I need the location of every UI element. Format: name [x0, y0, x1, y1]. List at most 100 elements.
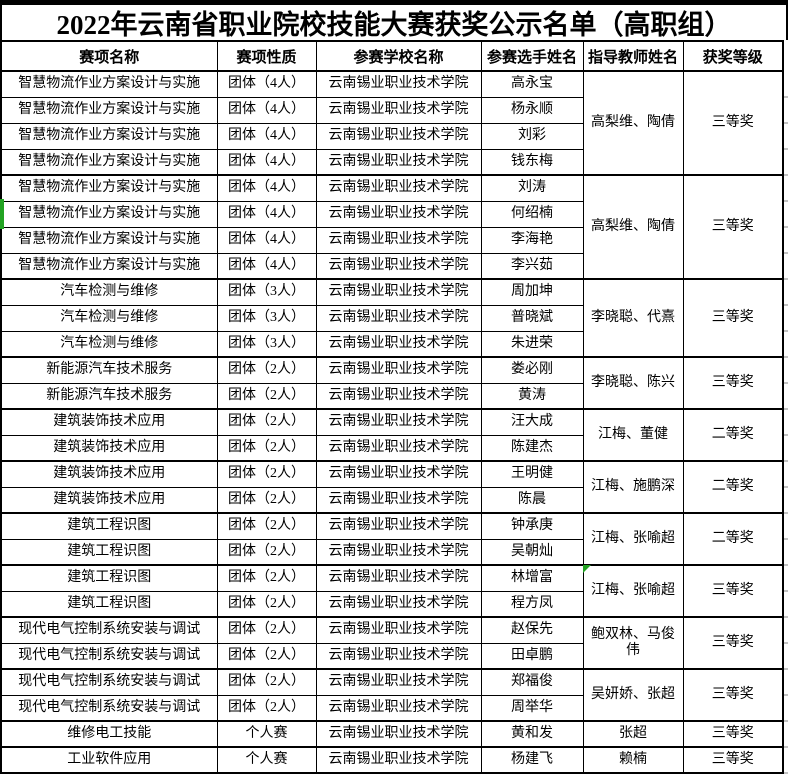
cell-event[interactable]: 新能源汽车技术服务: [0, 356, 218, 384]
cell-school[interactable]: 云南锡业职业技术学院: [315, 330, 482, 358]
cell-school[interactable]: 云南锡业职业技术学院: [315, 96, 482, 124]
cell-player[interactable]: 周举华: [480, 694, 584, 722]
cell-award[interactable]: 二等奖: [682, 512, 784, 566]
cell-event[interactable]: 智慧物流作业方案设计与实施: [0, 70, 218, 98]
cell-nature[interactable]: 团体（4人）: [216, 122, 317, 150]
cell-nature[interactable]: 团体（4人）: [216, 96, 317, 124]
cell-nature[interactable]: 团体（2人）: [216, 356, 317, 384]
cell-event[interactable]: 建筑工程识图: [0, 564, 218, 592]
cell-player[interactable]: 何绍楠: [480, 200, 584, 228]
cell-nature[interactable]: 团体（4人）: [216, 148, 317, 176]
cell-teacher[interactable]: 江梅、张喻超: [582, 512, 684, 566]
cell-nature[interactable]: 团体（2人）: [216, 668, 317, 696]
cell-school[interactable]: 云南锡业职业技术学院: [315, 538, 482, 566]
cell-player[interactable]: 田卓鹏: [480, 642, 584, 670]
cell-player[interactable]: 陈晨: [480, 486, 584, 514]
cell-event[interactable]: 现代电气控制系统安装与调试: [0, 694, 218, 722]
cell-school[interactable]: 云南锡业职业技术学院: [315, 304, 482, 332]
cell-nature[interactable]: 团体（3人）: [216, 278, 317, 306]
cell-school[interactable]: 云南锡业职业技术学院: [315, 122, 482, 150]
cell-event[interactable]: 智慧物流作业方案设计与实施: [0, 226, 218, 254]
cell-nature[interactable]: 个人赛: [216, 720, 317, 748]
col-header-award[interactable]: 获奖等级: [682, 40, 784, 72]
cell-nature[interactable]: 团体（2人）: [216, 694, 317, 722]
cell-award[interactable]: 三等奖: [682, 174, 784, 280]
cell-event[interactable]: 建筑装饰技术应用: [0, 434, 218, 462]
cell-award[interactable]: 三等奖: [682, 720, 784, 748]
cell-event[interactable]: 汽车检测与维修: [0, 330, 218, 358]
cell-school[interactable]: 云南锡业职业技术学院: [315, 174, 482, 202]
cell-player[interactable]: 杨建飞: [480, 746, 584, 774]
cell-nature[interactable]: 团体（2人）: [216, 486, 317, 514]
cell-school[interactable]: 云南锡业职业技术学院: [315, 382, 482, 410]
cell-school[interactable]: 云南锡业职业技术学院: [315, 278, 482, 306]
cell-nature[interactable]: 团体（2人）: [216, 382, 317, 410]
cell-event[interactable]: 新能源汽车技术服务: [0, 382, 218, 410]
cell-player[interactable]: 汪大成: [480, 408, 584, 436]
cell-nature[interactable]: 团体（2人）: [216, 434, 317, 462]
cell-player[interactable]: 娄必刚: [480, 356, 584, 384]
cell-event[interactable]: 工业软件应用: [0, 746, 218, 774]
cell-award[interactable]: 三等奖: [682, 564, 784, 618]
cell-player[interactable]: 朱进荣: [480, 330, 584, 358]
cell-school[interactable]: 云南锡业职业技术学院: [315, 252, 482, 280]
cell-event[interactable]: 智慧物流作业方案设计与实施: [0, 96, 218, 124]
cell-nature[interactable]: 团体（2人）: [216, 408, 317, 436]
cell-award[interactable]: 二等奖: [682, 408, 784, 462]
cell-player[interactable]: 李海艳: [480, 226, 584, 254]
cell-teacher[interactable]: 吴妍娇、张超: [582, 668, 684, 722]
cell-event[interactable]: 建筑工程识图: [0, 538, 218, 566]
cell-school[interactable]: 云南锡业职业技术学院: [315, 590, 482, 618]
cell-nature[interactable]: 团体（4人）: [216, 174, 317, 202]
cell-school[interactable]: 云南锡业职业技术学院: [315, 200, 482, 228]
cell-teacher[interactable]: 高梨维、陶倩: [582, 70, 684, 176]
cell-teacher[interactable]: 李晓聪、陈兴: [582, 356, 684, 410]
col-header-player[interactable]: 参赛选手姓名: [480, 40, 584, 72]
cell-school[interactable]: 云南锡业职业技术学院: [315, 512, 482, 540]
cell-event[interactable]: 建筑装饰技术应用: [0, 408, 218, 436]
cell-player[interactable]: 李兴茹: [480, 252, 584, 280]
cell-player[interactable]: 周加坤: [480, 278, 584, 306]
cell-nature[interactable]: 团体（4人）: [216, 200, 317, 228]
cell-school[interactable]: 云南锡业职业技术学院: [315, 668, 482, 696]
cell-player[interactable]: 王明健: [480, 460, 584, 488]
cell-school[interactable]: 云南锡业职业技术学院: [315, 720, 482, 748]
cell-nature[interactable]: 团体（2人）: [216, 538, 317, 566]
cell-school[interactable]: 云南锡业职业技术学院: [315, 226, 482, 254]
cell-player[interactable]: 吴朝灿: [480, 538, 584, 566]
cell-award[interactable]: 三等奖: [682, 278, 784, 358]
cell-event[interactable]: 建筑工程识图: [0, 512, 218, 540]
cell-nature[interactable]: 团体（2人）: [216, 590, 317, 618]
cell-teacher[interactable]: 张超: [582, 720, 684, 748]
page-title[interactable]: 2022年云南省职业院校技能大赛获奖公示名单（高职组）: [0, 0, 788, 40]
cell-award[interactable]: 二等奖: [682, 460, 784, 514]
cell-player[interactable]: 林增富: [480, 564, 584, 592]
col-header-event[interactable]: 赛项名称: [0, 40, 218, 72]
cell-player[interactable]: 程方凤: [480, 590, 584, 618]
cell-player[interactable]: 黄和发: [480, 720, 584, 748]
cell-nature[interactable]: 团体（3人）: [216, 330, 317, 358]
cell-player[interactable]: 刘涛: [480, 174, 584, 202]
cell-event[interactable]: 智慧物流作业方案设计与实施: [0, 122, 218, 150]
cell-nature[interactable]: 团体（4人）: [216, 252, 317, 280]
cell-nature[interactable]: 团体（2人）: [216, 564, 317, 592]
cell-teacher[interactable]: 鲍双林、马俊伟: [582, 616, 684, 670]
cell-nature[interactable]: 团体（2人）: [216, 512, 317, 540]
cell-player[interactable]: 刘彩: [480, 122, 584, 150]
cell-player[interactable]: 钟承庚: [480, 512, 584, 540]
cell-player[interactable]: 钱东梅: [480, 148, 584, 176]
cell-school[interactable]: 云南锡业职业技术学院: [315, 356, 482, 384]
cell-nature[interactable]: 团体（2人）: [216, 616, 317, 644]
cell-event[interactable]: 建筑工程识图: [0, 590, 218, 618]
cell-player[interactable]: 杨永顺: [480, 96, 584, 124]
cell-teacher[interactable]: 高梨维、陶倩: [582, 174, 684, 280]
cell-teacher[interactable]: 李晓聪、代熹: [582, 278, 684, 358]
cell-event[interactable]: 智慧物流作业方案设计与实施: [0, 200, 218, 228]
col-header-school[interactable]: 参赛学校名称: [315, 40, 482, 72]
cell-school[interactable]: 云南锡业职业技术学院: [315, 642, 482, 670]
cell-event[interactable]: 智慧物流作业方案设计与实施: [0, 252, 218, 280]
cell-school[interactable]: 云南锡业职业技术学院: [315, 616, 482, 644]
cell-school[interactable]: 云南锡业职业技术学院: [315, 460, 482, 488]
cell-teacher[interactable]: 江梅、张喻超: [582, 564, 684, 618]
cell-teacher[interactable]: 江梅、董健: [582, 408, 684, 462]
